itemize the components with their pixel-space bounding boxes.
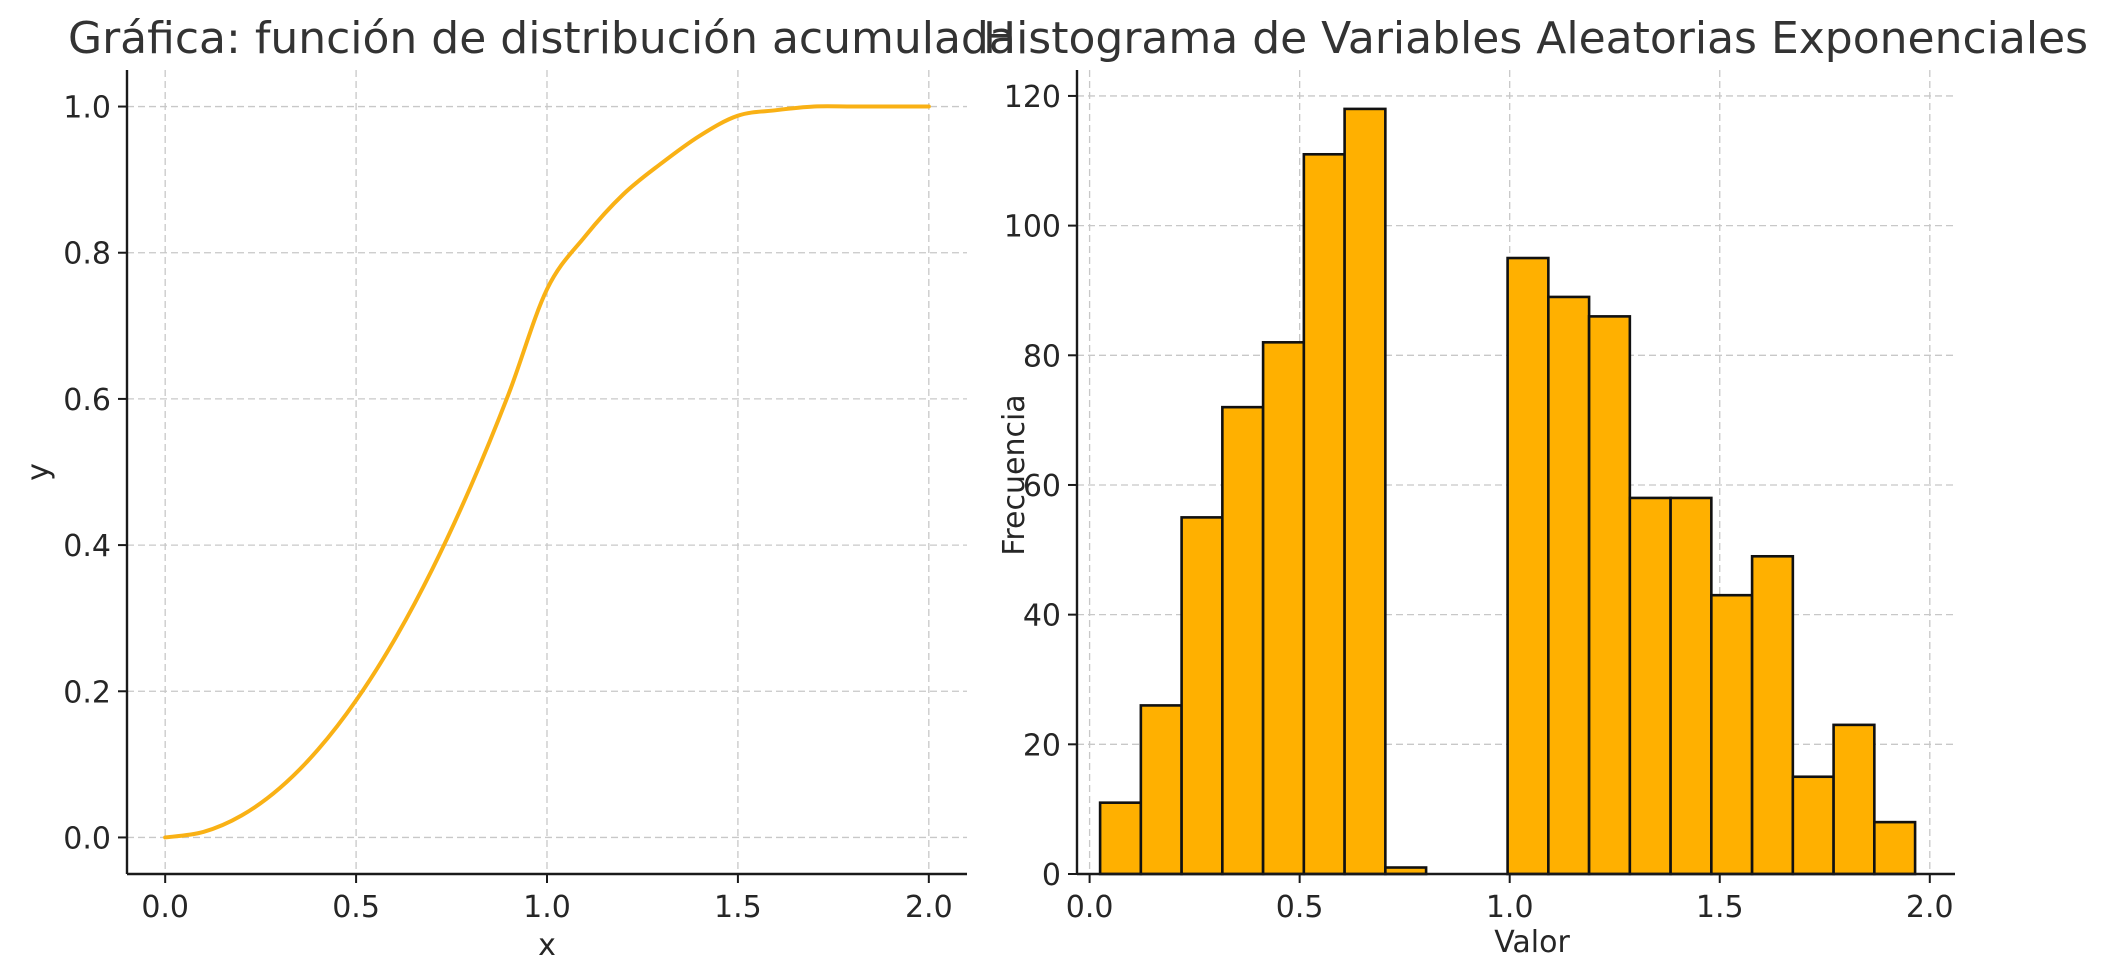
histogram-bar	[1832, 723, 1876, 876]
histogram-ticks: 0.0 0.5 1.0 1.5 2.0 0 20 40 60 80 100 120	[1004, 80, 1954, 925]
cdf-y-tick-label: 0.2	[63, 675, 111, 710]
cdf-y-tick-label: 0.6	[63, 383, 111, 418]
histogram-bar	[1669, 496, 1713, 876]
histogram-y-tick-label: 20	[1023, 728, 1061, 763]
cdf-chart-title: Gráfica: función de distribución acumula…	[68, 13, 1016, 64]
histogram-bar	[1261, 341, 1306, 876]
histogram-bar	[1343, 107, 1387, 876]
cdf-y-axis-label: y	[21, 463, 56, 481]
cdf-chart: 0.0 0.5 1.0 1.5 2.0 0.0 0.2 0.4 0.6 0.8 1.0 Gráfic…	[21, 13, 1016, 963]
histogram-y-tick-label: 40	[1023, 599, 1061, 634]
histogram-bar	[1750, 554, 1795, 876]
histogram-y-tick-label: 100	[1004, 210, 1061, 245]
cdf-x-tick-label: 2.0	[905, 890, 953, 925]
histogram-bars	[1098, 107, 1917, 876]
histogram-chart: 0.0 0.5 1.0 1.5 2.0 0 20 40 60 80 100 120 Histogram…	[983, 13, 2088, 960]
histogram-y-tick-label: 120	[1004, 80, 1061, 115]
cdf-y-tick-label: 0.4	[63, 529, 111, 564]
histogram-bar	[1547, 295, 1591, 876]
cdf-y-tick-label: 0.8	[63, 237, 111, 272]
histogram-x-axis-label: Valor	[1494, 925, 1570, 960]
histogram-y-tick-label: 0	[1042, 858, 1061, 893]
histogram-bar	[1587, 315, 1632, 876]
histogram-bar	[1710, 593, 1754, 876]
cdf-gridlines	[127, 70, 967, 874]
histogram-x-tick-label: 1.5	[1696, 890, 1744, 925]
cdf-x-axis-label: x	[538, 928, 556, 963]
histogram-x-tick-label: 1.0	[1486, 890, 1534, 925]
cdf-series-line	[163, 104, 931, 840]
cdf-y-tick-label: 0.0	[63, 821, 111, 856]
histogram-chart-title: Histograma de Variables Aleatorias Expon…	[983, 13, 2088, 64]
histogram-y-tick-label: 80	[1023, 339, 1061, 374]
histogram-bar	[1628, 496, 1672, 876]
histogram-bar	[1221, 405, 1265, 876]
histogram-bar	[1873, 820, 1917, 876]
cdf-x-tick-label: 1.5	[714, 890, 762, 925]
histogram-bar	[1139, 704, 1183, 876]
cdf-ticks: 0.0 0.5 1.0 1.5 2.0 0.0 0.2 0.4 0.6 0.8 1.0	[63, 91, 952, 925]
histogram-bar	[1506, 256, 1550, 876]
histogram-bar	[1302, 152, 1346, 876]
histogram-y-tick-label: 60	[1023, 469, 1061, 504]
histogram-y-axis-label: Frecuencia	[997, 394, 1032, 555]
cdf-x-tick-label: 0.0	[141, 890, 189, 925]
histogram-bar	[1098, 801, 1143, 876]
histogram-bar	[1180, 516, 1224, 876]
cdf-x-tick-label: 0.5	[332, 890, 380, 925]
histogram-bar	[1791, 775, 1835, 876]
cdf-x-tick-label: 1.0	[523, 890, 571, 925]
histogram-x-tick-label: 0.0	[1066, 890, 1114, 925]
histogram-x-tick-label: 0.5	[1276, 890, 1324, 925]
histogram-x-tick-label: 2.0	[1906, 890, 1954, 925]
cdf-y-tick-label: 1.0	[63, 91, 111, 126]
